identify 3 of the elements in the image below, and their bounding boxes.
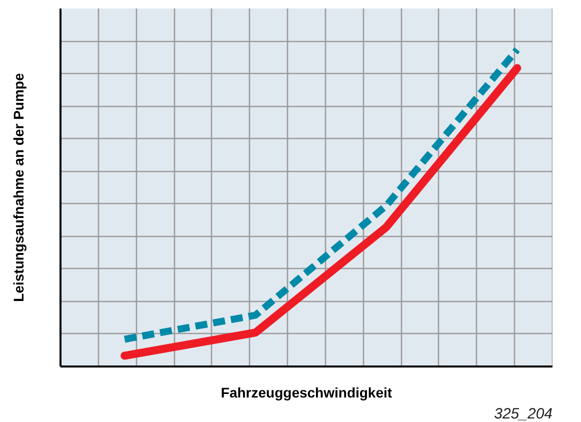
x-axis-title: Fahrzeuggeschwindigkeit xyxy=(220,384,392,400)
y-axis-title: Leistungsaufnahme an der Pumpe xyxy=(10,72,26,302)
text: 325_204 xyxy=(494,406,553,422)
